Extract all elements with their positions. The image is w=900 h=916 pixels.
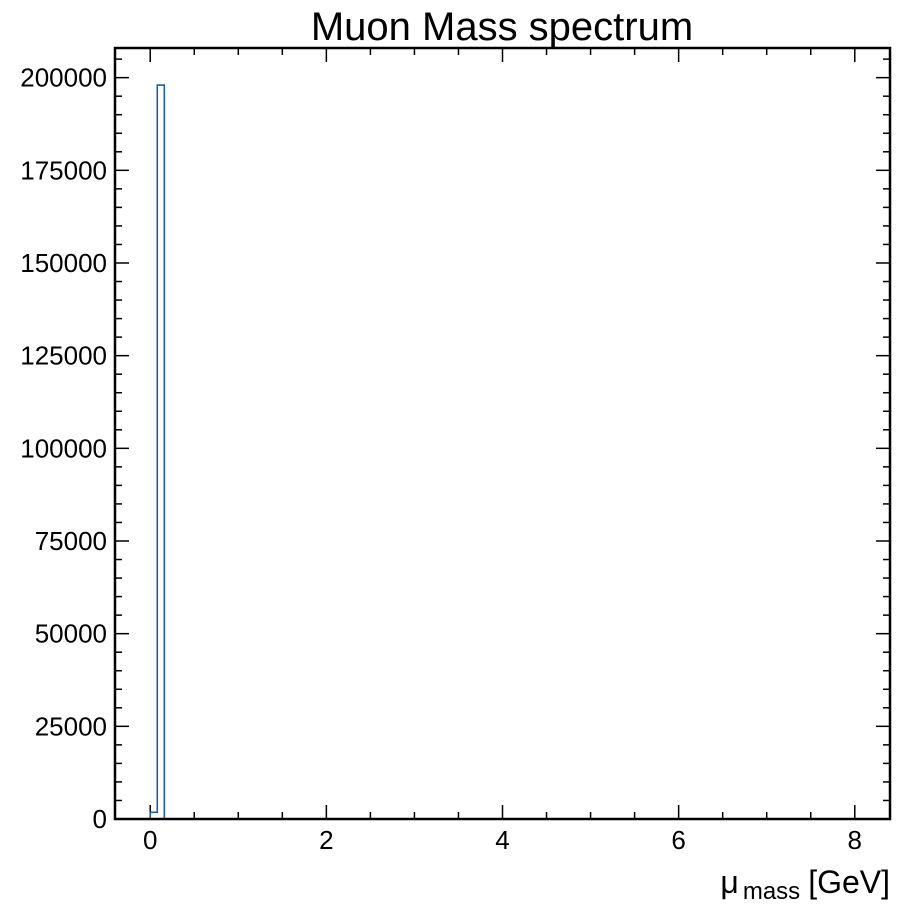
x-axis-label-subscript: mass: [743, 878, 800, 905]
y-tick-label: 100000: [20, 433, 107, 463]
x-axis-label-symbol: μ: [720, 864, 738, 900]
x-axis-label-unit: [GeV]: [808, 864, 890, 900]
x-tick-label: 2: [319, 825, 333, 855]
x-tick-label: 8: [848, 825, 862, 855]
y-tick-label: 25000: [35, 711, 107, 741]
y-tick-label: 150000: [20, 248, 107, 278]
y-tick-label: 125000: [20, 341, 107, 371]
x-tick-label: 4: [495, 825, 509, 855]
histogram-series: [149, 84, 166, 819]
x-axis-label: μ mass [GeV]: [720, 864, 890, 905]
y-tick-label: 175000: [20, 155, 107, 185]
y-tick-labels: 0 25000 50000 75000 100000 125000 150000 175000…: [20, 63, 107, 834]
y-tick-label: 75000: [35, 526, 107, 556]
x-tick-labels: 0 2 4 6 8: [143, 825, 862, 855]
y-tick-label: 200000: [20, 63, 107, 93]
plot-frame: [113, 46, 892, 821]
axis-ticks: [115, 48, 890, 820]
y-tick-label: 0: [93, 804, 107, 834]
x-tick-label: 0: [143, 825, 157, 855]
histogram-step-line: [149, 84, 166, 819]
x-tick-label: 6: [671, 825, 685, 855]
y-tick-label: 50000: [35, 619, 107, 649]
chart-title: Muon Mass spectrum: [311, 5, 693, 49]
histogram-bin: [157, 85, 164, 819]
